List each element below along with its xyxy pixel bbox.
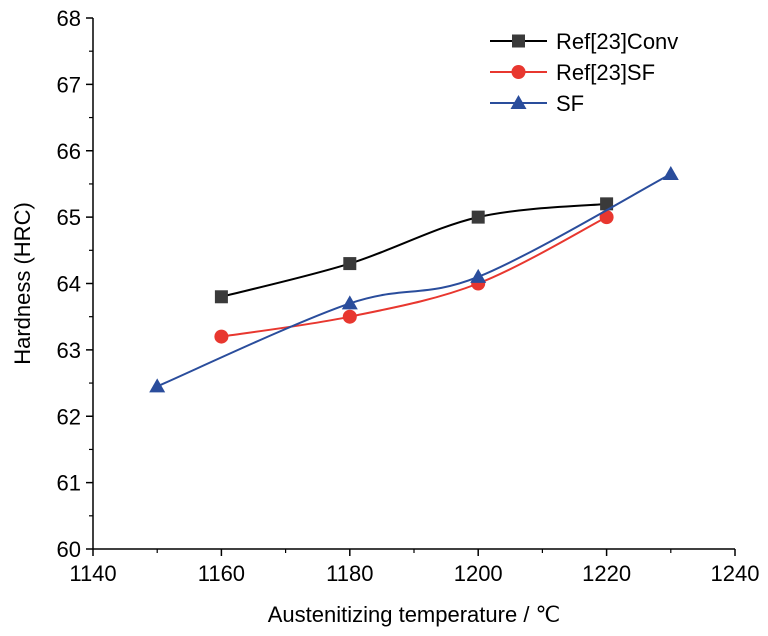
data-point-0-3 [600, 197, 614, 211]
series-line-2 [156, 173, 672, 388]
data-point-1-3 [599, 210, 614, 225]
series-1 [214, 210, 614, 344]
y-tick-label: 64 [57, 272, 81, 297]
legend-marker-0 [512, 34, 525, 48]
data-point-1-1 [342, 309, 357, 324]
series-line-1 [221, 216, 608, 338]
y-tick-label: 67 [57, 72, 81, 97]
x-tick-label: 1160 [198, 561, 245, 586]
x-tick-label: 1180 [326, 561, 373, 586]
legend-label-1: Ref[23]SF [556, 60, 655, 85]
y-tick-label: 65 [57, 205, 81, 230]
series-2 [149, 165, 679, 393]
y-tick-label: 66 [57, 139, 81, 164]
data-point-0-1 [343, 257, 357, 271]
data-point-2-0 [149, 378, 166, 393]
y-tick-label: 62 [57, 404, 81, 429]
data-point-0-2 [471, 210, 485, 224]
y-tick-label: 61 [57, 471, 81, 496]
legend: Ref[23]Conv Ref[23]SF SF [490, 29, 678, 116]
x-tick-label: 1220 [582, 561, 631, 586]
axes [92, 18, 735, 550]
x-tick-label: 1140 [69, 561, 116, 586]
x-axis-title: Austenitizing temperature / ℃ [268, 602, 561, 627]
y-tick-label: 68 [57, 6, 81, 31]
plot-area [149, 165, 679, 393]
x-tick-label: 1240 [711, 561, 760, 586]
y-tick-label: 60 [57, 537, 81, 562]
data-point-2-2 [470, 268, 487, 283]
data-point-0-0 [214, 290, 228, 304]
y-ticks: 60 61 62 63 64 65 66 67 68 [57, 6, 93, 562]
legend-label-0: Ref[23]Conv [556, 29, 678, 54]
data-point-2-1 [341, 295, 358, 310]
series-0 [214, 197, 614, 304]
data-point-2-3 [662, 165, 679, 180]
legend-marker-1 [511, 65, 526, 79]
legend-label-2: SF [556, 91, 584, 116]
x-ticks: 1140 1160 1180 1200 1220 1240 [69, 549, 759, 586]
y-tick-label: 63 [57, 338, 81, 363]
series-line-0 [221, 202, 607, 298]
data-point-1-0 [214, 329, 229, 344]
legend-marker-2 [510, 95, 527, 109]
y-axis-title: Hardness (HRC) [10, 202, 35, 365]
x-tick-label: 1200 [454, 561, 503, 586]
